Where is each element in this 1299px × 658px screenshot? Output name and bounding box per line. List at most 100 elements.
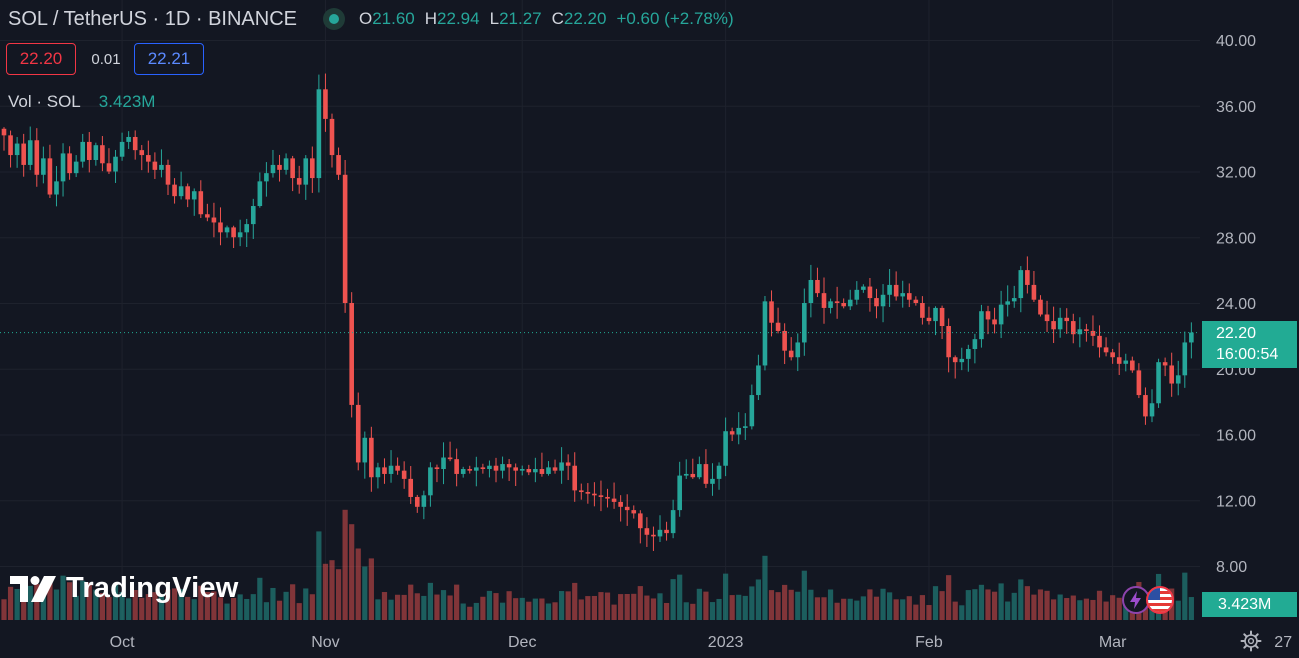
candle-body	[277, 164, 282, 170]
candle-body	[316, 89, 322, 179]
candle-body	[1149, 403, 1155, 417]
candle-body	[788, 350, 794, 358]
volume-bar	[270, 587, 276, 620]
volume-bar	[841, 598, 847, 620]
candle-body	[467, 469, 473, 471]
time-axis[interactable]: Oct Nov Dec 2023 Feb Mar 27	[110, 634, 1293, 651]
volume-bar	[335, 569, 342, 620]
candle-body	[303, 158, 309, 185]
volume-bar	[480, 596, 486, 620]
candle-body	[224, 227, 230, 233]
volume-bar	[165, 589, 171, 620]
candle-body	[572, 465, 578, 491]
candle-body	[821, 293, 827, 308]
settings-gear-icon[interactable]	[1240, 630, 1262, 657]
candle-body	[113, 156, 118, 172]
candle-body	[828, 301, 833, 308]
candle-body	[565, 462, 571, 466]
candle-body	[401, 470, 407, 479]
volume-bar	[362, 566, 368, 620]
candle-body	[375, 467, 381, 478]
candle-body	[651, 534, 656, 537]
volume-bar	[1024, 586, 1030, 620]
buy-price-button[interactable]: 22.21	[134, 43, 204, 75]
volume-bar	[368, 558, 374, 620]
candle-body	[1110, 352, 1115, 358]
volume-bar	[506, 591, 512, 620]
candle-body	[283, 158, 289, 170]
y-tick-label: 40.00	[1216, 33, 1256, 50]
symbol-title[interactable]: SOL / TetherUS · 1D · BINANCE	[8, 7, 297, 30]
candle-body	[447, 457, 453, 460]
candle-body	[500, 464, 505, 471]
candle-body	[605, 496, 610, 499]
candle-body	[198, 191, 204, 215]
us-flag-icon[interactable]	[1146, 586, 1174, 614]
candle-body	[310, 158, 315, 179]
candle-body	[998, 304, 1004, 325]
volume-bar	[329, 560, 335, 620]
sell-price-button[interactable]: 22.20	[6, 43, 76, 75]
volume-bar	[624, 593, 630, 620]
volume-bar	[185, 596, 191, 620]
candle-body	[1169, 365, 1174, 384]
tradingview-logo[interactable]: TradingView	[10, 572, 239, 605]
candle-body	[1084, 329, 1089, 331]
volume-bar	[762, 555, 768, 620]
candle-body	[1123, 360, 1129, 364]
candle-body	[80, 141, 86, 162]
candle-body	[631, 510, 637, 514]
candle-body	[959, 358, 965, 363]
candle-body	[205, 214, 210, 218]
y-tick-label: 16.00	[1216, 428, 1256, 445]
candle-body	[762, 301, 768, 366]
volume-bar	[985, 589, 991, 620]
candle-body	[441, 457, 446, 470]
candle-body	[782, 330, 787, 351]
candle-body	[1156, 362, 1161, 404]
candle-body	[41, 158, 46, 175]
candle-body	[847, 299, 853, 307]
volume-bar	[545, 603, 552, 620]
tradingview-logo-icon	[10, 575, 56, 602]
volume-bar	[34, 584, 40, 620]
candle-body	[670, 510, 676, 534]
candle-body	[60, 153, 66, 182]
candle-body	[323, 89, 328, 119]
volume-bar	[585, 596, 591, 620]
bar-countdown: 16:00:54	[1216, 346, 1279, 363]
candle-body	[972, 339, 978, 350]
x-tick-label: Dec	[508, 634, 536, 651]
candle-body	[342, 174, 348, 303]
candle-body	[933, 307, 938, 322]
candle-body	[533, 469, 538, 473]
volume-bar	[460, 603, 466, 620]
volume-bar	[913, 604, 919, 620]
candle-body	[546, 467, 551, 474]
x-tick-label: 2023	[708, 634, 744, 651]
candle-body	[414, 496, 420, 507]
candle-body	[867, 286, 873, 299]
candle-body	[428, 467, 433, 496]
candle-body	[611, 498, 617, 502]
bolt-icon[interactable]	[1122, 586, 1150, 614]
volume-bar	[1057, 594, 1063, 620]
candle-body	[526, 469, 532, 473]
volume-bar	[1123, 603, 1129, 620]
volume-bar	[211, 591, 217, 620]
price-axis[interactable]: 40.0036.0032.0028.0024.0020.0016.0012.00…	[1216, 33, 1256, 576]
volume-bar	[493, 593, 499, 620]
last-price-value: 22.20	[1216, 325, 1257, 342]
volume-bar	[1083, 598, 1089, 620]
volume-bar	[21, 584, 27, 620]
candle-body	[966, 349, 971, 359]
volume-bar	[112, 584, 119, 620]
candle-body	[329, 118, 335, 156]
candle-body	[638, 513, 643, 529]
market-status-dot-icon[interactable]	[322, 8, 345, 30]
volume-bar	[611, 604, 617, 620]
volume-bar	[355, 548, 361, 620]
candle-body	[73, 161, 79, 174]
volume-legend[interactable]: Vol · SOL 3.423M	[8, 92, 155, 112]
